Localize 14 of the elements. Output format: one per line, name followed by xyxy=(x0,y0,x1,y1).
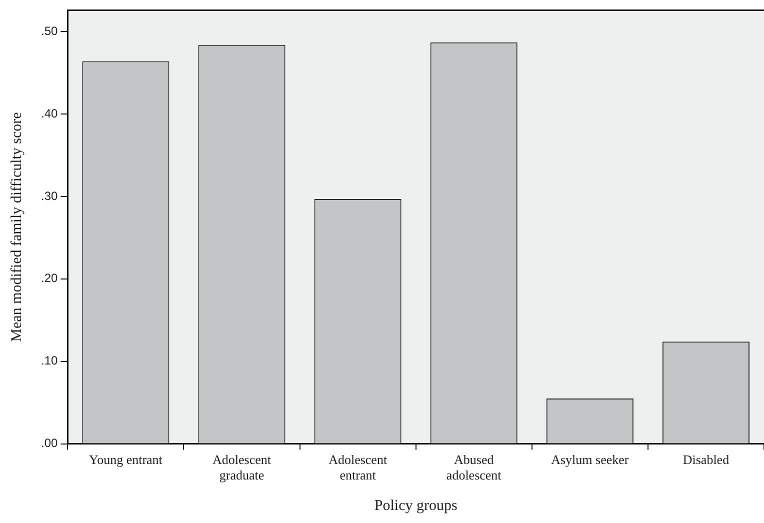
y-tick-label: .40 xyxy=(40,106,58,120)
x-tick-label: Adolescent entrant xyxy=(328,452,388,483)
x-axis-title: Policy groups xyxy=(374,498,458,514)
x-tick-label: Abused adolescent xyxy=(446,452,502,483)
x-tick-label: Asylum seeker xyxy=(551,452,630,468)
x-tick-label: Disabled xyxy=(682,452,730,468)
y-tick-label: .20 xyxy=(40,271,58,286)
x-tick-label: Adolescent graduate xyxy=(212,452,272,483)
x-tick-label: Young entrant xyxy=(88,452,163,468)
y-tick-label: .10 xyxy=(40,354,58,368)
y-axis-title: Mean modified family difficulty score xyxy=(8,112,25,342)
y-tick-label: .30 xyxy=(40,188,58,203)
y-tick-label: .00 xyxy=(40,436,58,450)
y-tick-label: .50 xyxy=(40,24,58,38)
